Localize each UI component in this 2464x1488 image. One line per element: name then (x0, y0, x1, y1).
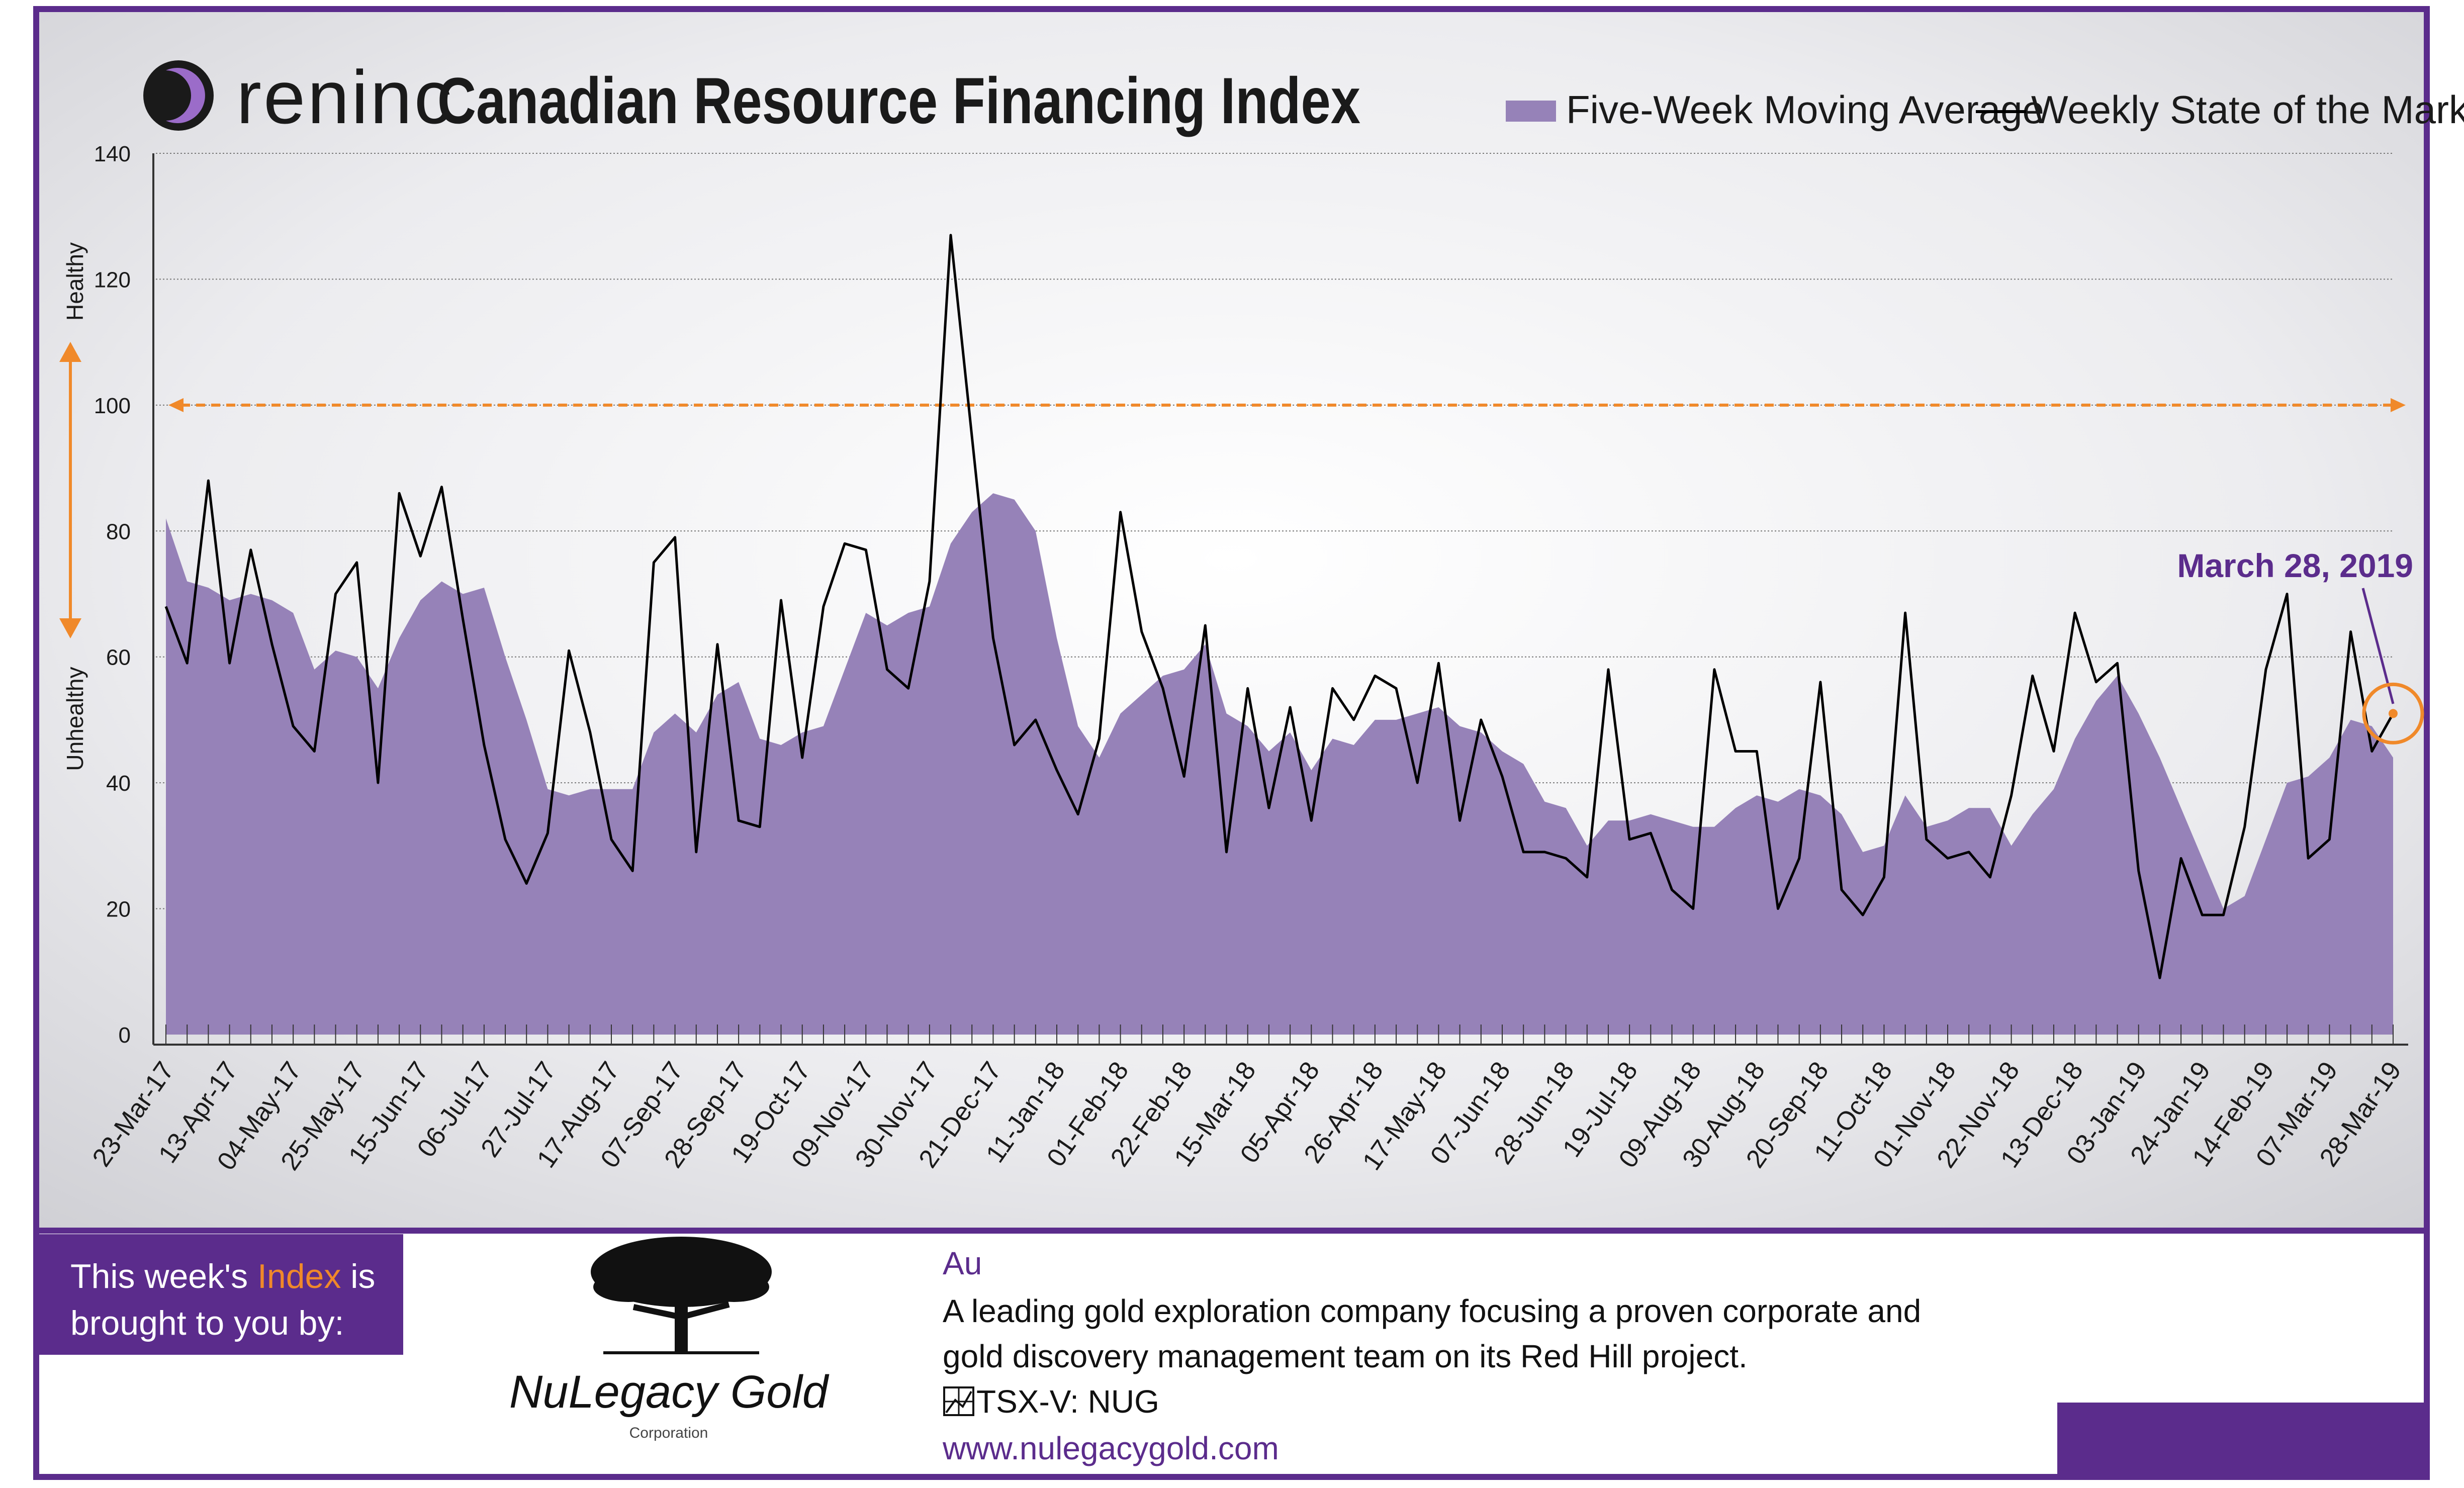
y-tick-label-40: 40 (106, 771, 131, 796)
legend-line-label: Weekly State of the Market (2031, 87, 2464, 132)
sponsor-intro-highlight: Index (257, 1257, 341, 1295)
sponsor-panel (33, 1228, 2430, 1480)
y-tick-label-140: 140 (94, 142, 131, 166)
weekly-line (164, 234, 2398, 979)
ticker-text: TSX-V: NUG (976, 1383, 1159, 1420)
sponsor-tree-logo (591, 1237, 772, 1354)
chart-background (33, 6, 2430, 1234)
sponsor-description-1: A leading gold exploration company focus… (943, 1293, 1921, 1329)
threshold-arrow-left (168, 398, 184, 412)
y-tick-label-120: 120 (94, 267, 131, 292)
series-line-weekly-state (164, 234, 2395, 979)
ticker-chart-icon (943, 1386, 974, 1416)
y-tick-label-80: 80 (106, 519, 131, 544)
y-tick-label-60: 60 (106, 645, 131, 670)
y-tick-label-100: 100 (94, 394, 131, 418)
side-label-unhealthy: Unhealthy (62, 667, 88, 771)
sponsor-description-2: gold discovery management team on its Re… (943, 1338, 1748, 1374)
moving-average-area (166, 493, 2393, 1035)
legend-area-swatch (1506, 101, 1556, 122)
y-tick-labels: 0 20 40 60 80 100 120 140 (94, 142, 131, 1048)
legend: Five-Week Moving Average Weekly State of… (1506, 87, 2464, 132)
legend-area-label: Five-Week Moving Average (1566, 87, 2044, 132)
brand-logo (143, 60, 214, 131)
sponsor-intro-box (36, 1234, 403, 1355)
sponsor-company-sub: Corporation (629, 1425, 708, 1441)
y-tick-label-0: 0 (119, 1023, 131, 1048)
y-tick-label-20: 20 (106, 897, 131, 922)
sponsor-intro-line1: This week's Index is (70, 1257, 375, 1295)
side-label-healthy: Healthy (62, 242, 88, 321)
sponsor-ticker: TSX-V: NUG (943, 1383, 1159, 1420)
health-arrow (59, 342, 81, 638)
sponsor-website[interactable]: www.nulegacygold.com (942, 1430, 1279, 1466)
brand-name: reninc (236, 55, 454, 139)
threshold-line-100 (168, 398, 2406, 412)
callout-label: March 28, 2019 (2177, 547, 2413, 584)
latest-point (2389, 709, 2398, 718)
sponsor-company-name: NuLegacy Gold (509, 1366, 830, 1418)
threshold-arrow-right (2391, 398, 2406, 412)
axes (152, 153, 2408, 1046)
series-area-five-week-moving-average (166, 493, 2393, 1035)
callout-circle (2362, 682, 2424, 745)
chart-title: Canadian Resource Financing Index (437, 64, 1360, 137)
sponsor-corner-block (2057, 1403, 2427, 1477)
sponsor-symbol: Au (943, 1245, 982, 1281)
sponsor-intro-line2: brought to you by: (70, 1304, 344, 1342)
